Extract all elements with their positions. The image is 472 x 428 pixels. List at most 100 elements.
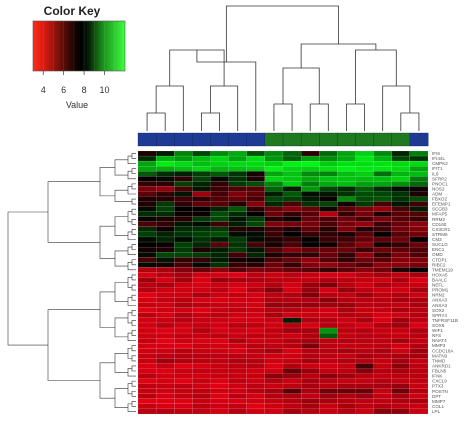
heatmap-cell — [192, 236, 211, 243]
heatmap-cell — [337, 191, 356, 197]
heatmap-cell — [137, 388, 157, 394]
heatmap-cell — [391, 383, 410, 389]
heatmap-cell — [373, 393, 392, 399]
heatmap-cell — [192, 252, 211, 258]
heatmap-cell — [156, 191, 175, 197]
heatmap-cell — [174, 166, 193, 172]
heatmap-cell — [301, 327, 320, 334]
gene-label: LPL — [432, 409, 441, 414]
heatmap-cell — [301, 246, 320, 253]
gene-label: ADM — [432, 192, 442, 197]
heatmap-cell — [301, 196, 320, 202]
heatmap-cell — [246, 155, 265, 162]
heatmap-cell — [156, 338, 175, 344]
heatmap-cell — [391, 338, 410, 344]
heatmap-cell — [246, 272, 265, 278]
heatmap-cell — [391, 246, 410, 253]
heatmap-cell — [156, 368, 175, 374]
sample-group-cell — [155, 132, 175, 147]
heatmap-cell — [137, 317, 157, 324]
heatmap-cell — [301, 348, 320, 354]
gene-label: HOXA5 — [432, 272, 448, 277]
heatmap-cell — [246, 297, 265, 303]
heatmap-cell — [156, 267, 175, 273]
heatmap-cell — [409, 343, 429, 349]
heatmap-cell — [264, 241, 284, 248]
heatmap-cell — [192, 393, 211, 399]
heatmap-cell — [137, 196, 157, 202]
heatmap-cell — [337, 277, 356, 283]
heatmap-cell — [373, 383, 392, 389]
heatmap-cell — [337, 236, 356, 243]
heatmap-cell — [174, 176, 193, 182]
heatmap-cell — [246, 241, 265, 248]
heatmap-cell — [246, 373, 265, 379]
heatmap-cell — [301, 272, 320, 278]
heatmap-cell — [355, 216, 374, 222]
heatmap-cell — [137, 277, 157, 283]
heatmap-cell — [210, 267, 229, 273]
heatmap-cell — [156, 317, 175, 324]
heatmap-cell — [137, 343, 157, 349]
heatmap-cell — [282, 191, 302, 197]
heatmap-cell — [174, 373, 193, 379]
heatmap-cell — [282, 312, 302, 319]
heatmap-cell — [210, 257, 229, 263]
heatmap-cell — [409, 358, 429, 364]
heatmap-cell — [319, 241, 338, 248]
gene-label: COL1 — [432, 404, 444, 409]
heatmap-cell — [282, 181, 302, 187]
heatmap-cell — [156, 292, 175, 298]
heatmap-cell — [156, 196, 175, 202]
heatmap-cell — [228, 176, 247, 182]
heatmap-cell — [373, 231, 392, 238]
gene-label: SFRP2 — [432, 176, 447, 181]
heatmap-cell — [319, 257, 338, 263]
heatmap-cell — [391, 216, 410, 222]
gene-label: FBLN5 — [432, 369, 447, 374]
heatmap-cell — [264, 171, 284, 177]
heatmap-cell — [301, 191, 320, 197]
heatmap-cell — [409, 246, 429, 253]
heatmap-cell — [319, 246, 338, 253]
heatmap-cell — [264, 166, 284, 172]
heatmap-cell — [301, 226, 320, 233]
heatmap-cell — [337, 368, 356, 374]
color-key: Color Key 4 6 8 10 Value — [32, 4, 126, 110]
heatmap-cell — [282, 297, 302, 303]
heatmap-cell — [228, 312, 247, 319]
heatmap-cell — [355, 246, 374, 253]
heatmap-cell — [210, 403, 229, 410]
heatmap-cell — [228, 363, 247, 369]
heatmap-cell — [210, 252, 229, 258]
heatmap-cell — [337, 201, 356, 207]
row-dendrogram — [7, 153, 136, 412]
heatmap-cell — [391, 166, 410, 172]
heatmap-cell — [210, 171, 229, 177]
heatmap-cell — [156, 398, 175, 405]
heatmap-cell — [319, 307, 338, 313]
heatmap-cell — [228, 191, 247, 197]
heatmap-cell — [174, 393, 193, 399]
heatmap-cell — [391, 287, 410, 293]
heatmap-cell — [137, 241, 157, 248]
heatmap-cell — [373, 302, 392, 308]
heatmap-cell — [210, 338, 229, 344]
heatmap-cell — [192, 150, 211, 157]
gene-label: CMPK2 — [432, 161, 448, 166]
heatmap-cell — [137, 221, 157, 227]
heatmap-cell — [137, 338, 157, 344]
heatmap-cell — [246, 236, 265, 243]
heatmap-cell — [174, 181, 193, 187]
heatmap-cell — [228, 196, 247, 202]
heatmap-cell — [137, 282, 157, 288]
heatmap-cell — [301, 317, 320, 324]
heatmap-cell — [137, 408, 157, 415]
heatmap-cell — [391, 236, 410, 243]
heatmap-cell — [228, 358, 247, 364]
heatmap-cell — [210, 155, 229, 162]
heatmap-cell — [156, 171, 175, 177]
heatmap-cell — [409, 272, 429, 278]
heatmap-cell — [246, 343, 265, 349]
heatmap-cell — [301, 393, 320, 399]
